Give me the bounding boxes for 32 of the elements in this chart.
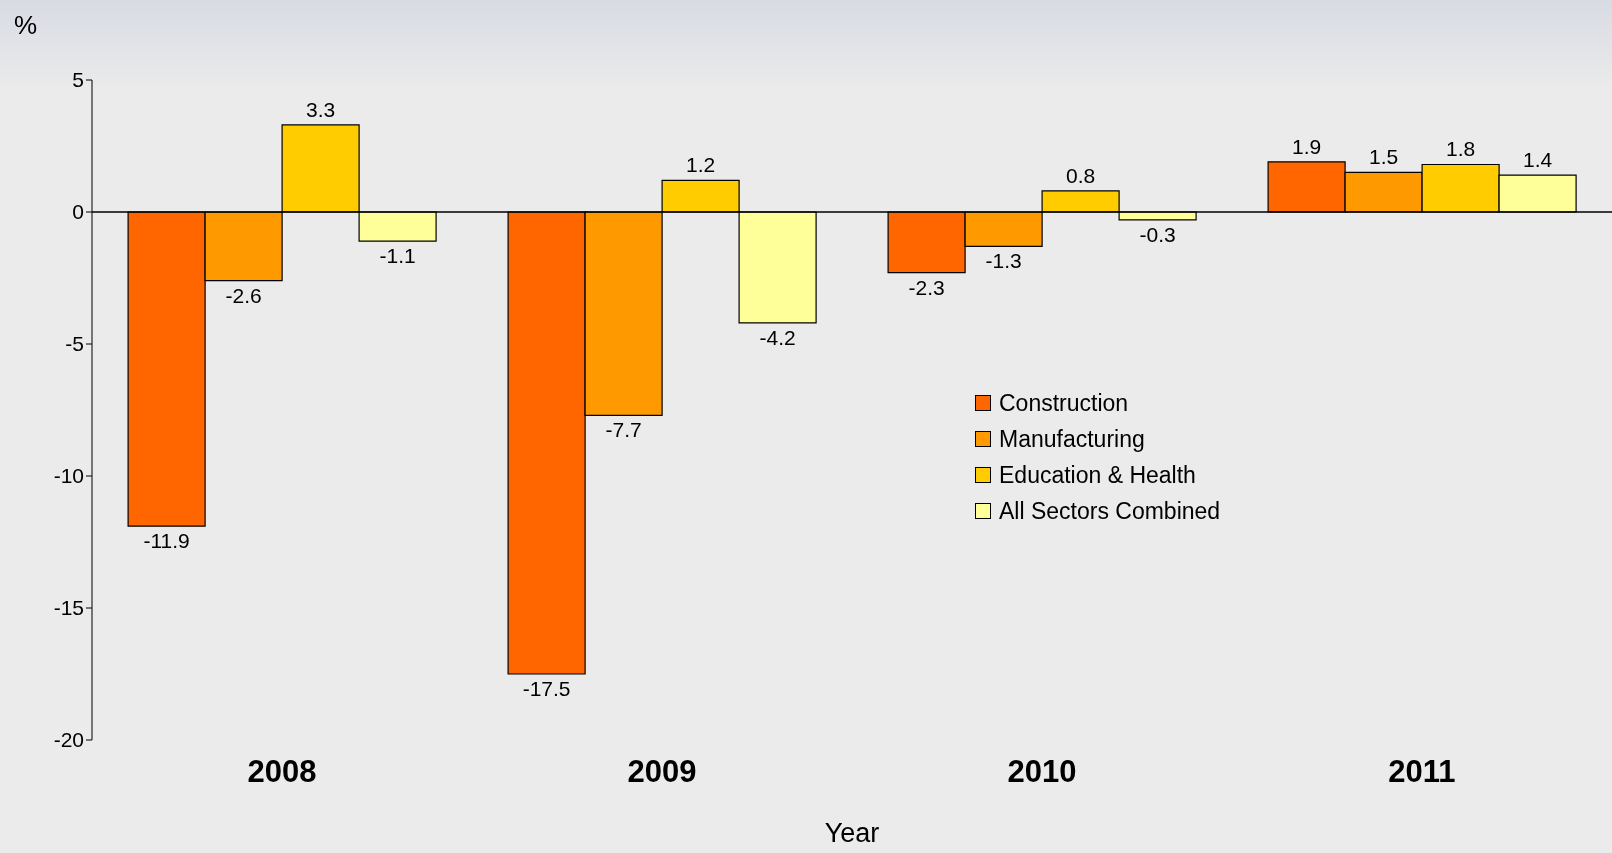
data-label: -4.2 xyxy=(759,325,796,349)
y-tick-label: 0 xyxy=(72,200,84,224)
x-tick-label: 2009 xyxy=(627,754,697,790)
data-label: -0.3 xyxy=(1139,222,1176,246)
data-label: 1.8 xyxy=(1446,137,1476,161)
data-label: -1.3 xyxy=(985,249,1022,273)
legend-label: All Sectors Combined xyxy=(999,497,1221,525)
x-tick-label: 2010 xyxy=(1007,754,1077,790)
x-tick-label: 2008 xyxy=(247,754,317,790)
data-label: -2.6 xyxy=(225,283,262,307)
y-tick-label: -15 xyxy=(53,596,84,620)
data-label: 1.9 xyxy=(1292,134,1322,158)
data-label: 0.8 xyxy=(1066,163,1096,187)
legend-label: Education & Health xyxy=(999,461,1196,489)
y-tick-label: 5 xyxy=(72,68,84,92)
data-label: 1.4 xyxy=(1523,148,1553,172)
data-label: -2.3 xyxy=(908,275,945,299)
y-axis-title: % xyxy=(14,10,38,41)
y-tick-label: -20 xyxy=(53,728,84,752)
y-tick-label: -10 xyxy=(53,464,84,488)
legend-label: Construction xyxy=(999,389,1129,417)
data-label: -11.9 xyxy=(143,529,190,553)
data-label: -7.7 xyxy=(605,418,642,442)
data-label: -1.1 xyxy=(379,244,416,268)
x-axis-title: Year xyxy=(824,818,880,848)
legend-label: Manufacturing xyxy=(999,425,1145,453)
x-tick-label: 2011 xyxy=(1388,754,1456,790)
data-label: 1.2 xyxy=(686,153,716,177)
data-label: -17.5 xyxy=(522,677,571,700)
data-label: 3.3 xyxy=(306,97,336,121)
data-label: 1.5 xyxy=(1369,145,1399,169)
y-tick-label: -5 xyxy=(65,332,84,356)
